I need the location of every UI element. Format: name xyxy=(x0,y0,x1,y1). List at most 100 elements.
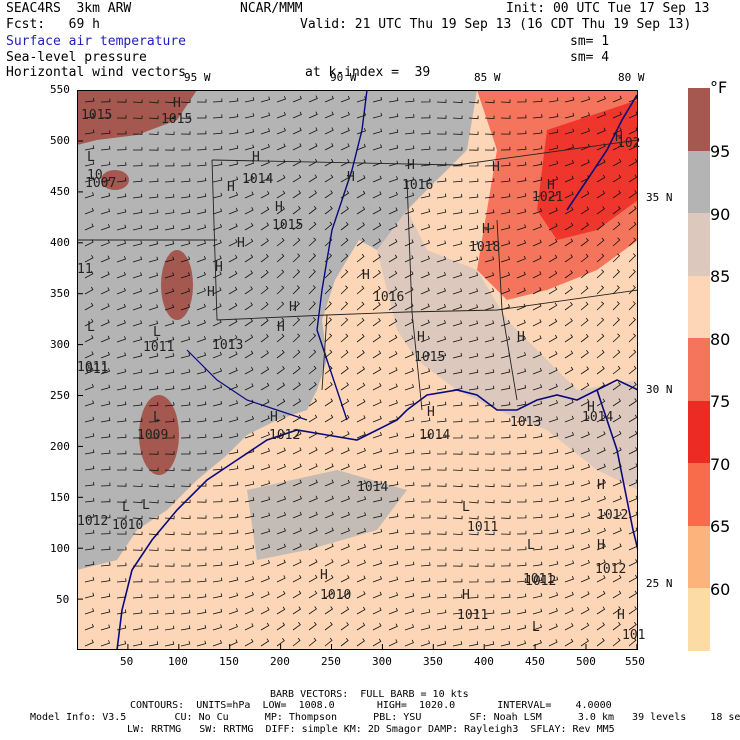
wind-barb xyxy=(149,434,159,439)
wind-barb xyxy=(420,624,431,631)
wind-barb xyxy=(180,594,191,599)
wind-barb xyxy=(132,320,143,327)
physics-info: LW: RRTMG SW: RRTMG DIFF: simple KM: 2D … xyxy=(127,724,615,735)
wind-barb xyxy=(612,495,622,503)
wind-barb xyxy=(356,415,366,423)
wind-barb xyxy=(468,402,479,407)
wind-barb xyxy=(612,237,621,247)
wind-barb xyxy=(580,544,591,551)
wind-barb xyxy=(164,610,175,615)
wind-barb xyxy=(436,515,447,519)
wind-barb xyxy=(164,369,175,375)
wind-barb xyxy=(516,401,527,407)
wind-barb xyxy=(612,559,622,567)
wind-barb xyxy=(132,336,143,343)
wind-barb xyxy=(84,592,95,599)
wind-barb xyxy=(308,430,318,439)
wind-barb xyxy=(132,401,143,407)
wind-barb xyxy=(116,499,127,503)
wind-barb xyxy=(388,97,399,103)
wind-barb xyxy=(164,385,175,391)
wind-barb xyxy=(244,334,254,343)
wind-barb xyxy=(164,131,175,135)
wind-barb xyxy=(372,112,383,119)
wind-barb xyxy=(244,144,255,151)
wind-barb xyxy=(212,130,223,135)
wind-barb xyxy=(596,575,606,583)
wind-barb xyxy=(436,625,447,631)
wind-barb xyxy=(516,114,527,119)
wind-barb xyxy=(436,146,447,151)
wind-barb xyxy=(212,145,223,151)
wind-barb xyxy=(308,158,318,167)
wind-barb xyxy=(116,593,127,599)
wind-barb xyxy=(436,640,447,647)
wind-barb xyxy=(548,639,558,647)
wind-barb xyxy=(196,562,207,567)
y-tick-450: 450 xyxy=(50,185,70,198)
wind-barb xyxy=(564,191,574,199)
wind-barb xyxy=(452,352,463,359)
wind-barb xyxy=(420,161,431,167)
wind-barb xyxy=(228,639,238,647)
wind-barb xyxy=(116,368,127,375)
wind-barb xyxy=(420,192,431,199)
wind-barb xyxy=(436,385,447,391)
wind-barb xyxy=(164,178,175,183)
wind-barb xyxy=(420,640,431,647)
wind-barb xyxy=(132,563,143,567)
wind-barb xyxy=(532,176,543,183)
wind-barb xyxy=(324,269,332,279)
wind-barb xyxy=(244,497,255,503)
wind-barb xyxy=(100,450,111,455)
wind-barb xyxy=(564,222,574,231)
wind-barb xyxy=(612,190,621,199)
wind-barb xyxy=(260,607,270,615)
wind-barb xyxy=(340,127,350,135)
wind-barb xyxy=(197,530,207,535)
barb-legend: BARB VECTORS: FULL BARB = 10 kts xyxy=(270,689,469,700)
wind-barb xyxy=(532,608,543,615)
wind-barb xyxy=(324,463,334,471)
wind-barb xyxy=(612,574,622,583)
wind-barb xyxy=(564,207,574,215)
wind-barb xyxy=(164,451,175,455)
wind-barb xyxy=(180,434,191,439)
wind-barb xyxy=(596,206,605,215)
wind-barb xyxy=(372,496,383,503)
wind-barb xyxy=(468,641,479,647)
wind-barb xyxy=(564,270,573,279)
wind-barb xyxy=(452,451,463,455)
wind-barb xyxy=(340,253,349,263)
wind-barb xyxy=(180,320,191,327)
wind-barb xyxy=(500,594,511,599)
wind-barb xyxy=(469,434,479,439)
wind-barb xyxy=(84,513,95,519)
wind-barb xyxy=(468,385,479,391)
wind-barb xyxy=(436,578,447,583)
wind-barb xyxy=(548,207,558,215)
wind-barb xyxy=(388,529,399,535)
wind-barb xyxy=(212,335,222,343)
wind-barb xyxy=(484,578,495,583)
wind-barb xyxy=(484,131,495,135)
wind-barb xyxy=(196,193,207,199)
wind-barb xyxy=(596,285,605,295)
wind-barb xyxy=(420,530,431,535)
wind-barb xyxy=(356,512,367,519)
wind-barb xyxy=(260,269,269,279)
wind-barb xyxy=(260,638,270,647)
wind-barb xyxy=(436,256,447,263)
wind-barb xyxy=(532,303,542,311)
wind-barb xyxy=(260,399,270,407)
temp-region-brown-spot xyxy=(101,170,129,190)
wind-barb xyxy=(340,559,350,567)
wind-barb xyxy=(84,223,94,231)
wind-barb xyxy=(244,544,255,551)
map-panel xyxy=(77,90,638,650)
wind-barb xyxy=(468,563,479,567)
wind-barb xyxy=(596,606,606,615)
wind-barb xyxy=(276,237,285,247)
wind-barb xyxy=(84,176,95,183)
wind-barb xyxy=(308,463,318,471)
